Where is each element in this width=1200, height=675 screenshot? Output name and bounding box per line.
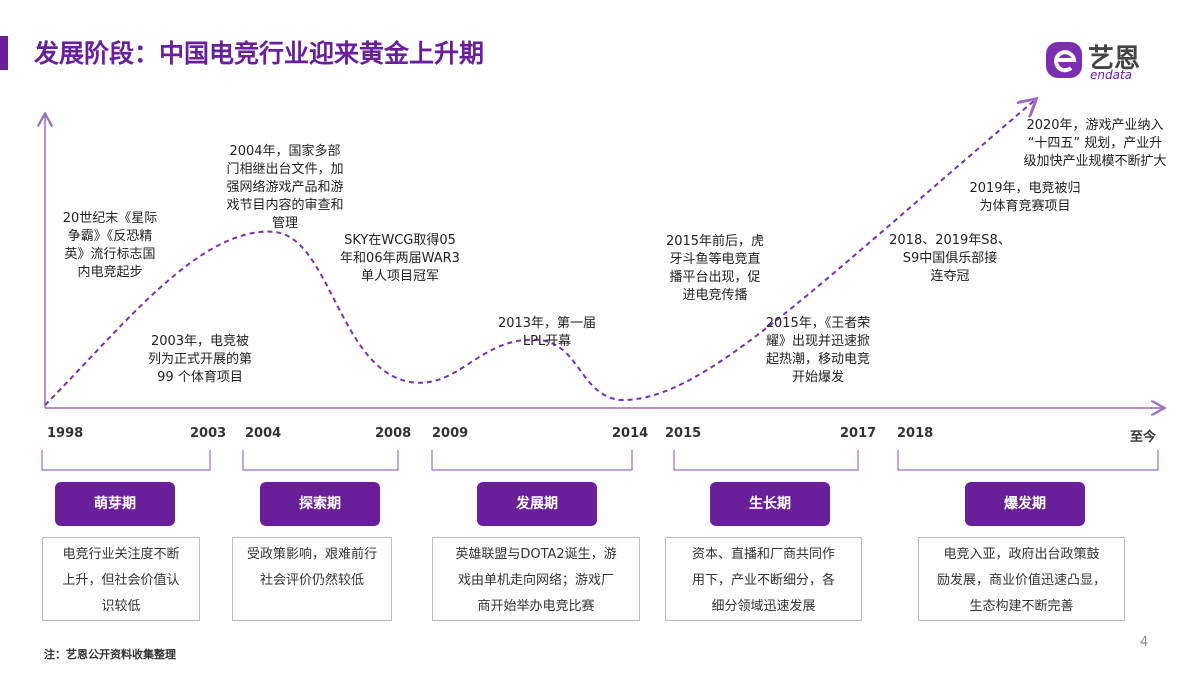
- annotation-line: 99 个体育项目: [157, 370, 243, 385]
- description-line: 戏由单机走向网络；游戏厂: [457, 573, 614, 588]
- year-label: 2015: [665, 426, 702, 441]
- phase-label: 爆发期: [965, 482, 1085, 526]
- annotation-line: 2004年，国家多部: [229, 144, 341, 159]
- annotation-line: 起热潮，移动电竞: [765, 352, 870, 367]
- description-line: 商开始举办电竞比赛: [477, 599, 595, 614]
- annotation-line: 牙斗鱼等电竞直: [669, 252, 761, 267]
- annotation-line: 单人项目冠军: [360, 269, 439, 284]
- footnote: 注：艺恩公开资料收集整理: [44, 648, 176, 661]
- logo-icon: [1046, 42, 1082, 78]
- logo-subtitle: endata: [1090, 68, 1133, 82]
- year-label: 2009: [432, 426, 469, 441]
- annotation-line: 2019年，电竞被归: [969, 181, 1081, 196]
- annotation-line: 2003年，电竞被: [150, 334, 250, 349]
- annotation-line: 2015年，《王者荣: [765, 316, 871, 331]
- annotation: 2013年，第一届 LPL开幕: [447, 315, 647, 351]
- phase-label: 萌芽期: [55, 482, 175, 526]
- annotation-line: 20世纪末《星际: [62, 211, 158, 226]
- annotation-line: 2018、2019年S8、: [889, 233, 1011, 248]
- phase-description: 电竞入亚，政府出台政策鼓 励发展，商业价值迅速凸显， 生态构建不断完善: [918, 537, 1125, 621]
- annotation-line: 2020年，游戏产业纳入: [1026, 118, 1164, 133]
- description-line: 细分领域迅速发展: [711, 599, 816, 614]
- trend-curve: [44, 100, 1035, 406]
- annotation: 2003年，电竞被 列为正式开展的第 99 个体育项目: [100, 333, 300, 387]
- phase-description: 受政策影响，艰难前行 社会评价仍然较低: [232, 537, 392, 621]
- year-label: 2017: [840, 426, 877, 441]
- annotation-line: 2013年，第一届: [497, 316, 597, 331]
- description-line: 资本、直播和厂商共同作: [691, 547, 835, 562]
- description-line: 上升，但社会价值认: [62, 573, 180, 588]
- year-label: 1998: [47, 426, 84, 441]
- description-line: 社会评价仍然较低: [259, 573, 364, 588]
- annotation-line: 内电竞起步: [77, 265, 143, 280]
- annotation-line: 强网络游戏产品和游: [226, 180, 344, 195]
- annotation: 2019年，电竞被归 为体育竞赛项目: [925, 180, 1125, 216]
- annotation: 20世纪末《星际 争霸》《反恐精 英》流行标志国 内电竞起步: [10, 210, 210, 282]
- annotation: 2004年，国家多部 门相继出台文件，加 强网络游戏产品和游 戏节目内容的审查和 管理: [185, 143, 385, 233]
- annotation-line: SKY在WCG取得05: [344, 233, 456, 248]
- annotation-line: 年和06年两届WAR3: [340, 251, 460, 266]
- year-label: 2014: [612, 426, 649, 441]
- annotation-line: 为体育竞赛项目: [979, 199, 1071, 214]
- annotation-line: 播平台出现，促: [669, 270, 761, 285]
- description-line: 识较低: [101, 599, 141, 614]
- annotation-line: 戏节目内容的审查和: [226, 198, 344, 213]
- description-line: 用下，产业不断细分，各: [691, 573, 835, 588]
- phase-description: 电竞行业关注度不断 上升，但社会价值认 识较低: [42, 537, 200, 621]
- year-label: 至今: [1130, 430, 1157, 445]
- annotation-line: “十四五” 规划，产业升: [1027, 136, 1163, 151]
- logo-name: 艺恩: [1088, 44, 1141, 74]
- title: 发展阶段：中国电竞行业迎来黄金上升期: [34, 39, 485, 68]
- phase-label: 探索期: [260, 482, 380, 526]
- title-bar: [0, 36, 8, 70]
- phase-description: 资本、直播和厂商共同作 用下，产业不断细分，各 细分领域迅速发展: [665, 537, 862, 621]
- annotation: SKY在WCG取得05 年和06年两届WAR3 单人项目冠军: [300, 232, 500, 286]
- description-line: 受政策影响，艰难前行: [246, 547, 377, 562]
- description-line: 电竞入亚，政府出台政策鼓: [943, 547, 1100, 562]
- annotation-line: 争霸》《反恐精: [67, 229, 153, 244]
- page-number: 4: [1140, 635, 1149, 650]
- annotation-line: 2015年前后，虎: [665, 234, 765, 249]
- phase-label: 生长期: [710, 482, 830, 526]
- description-line: 生态构建不断完善: [969, 599, 1074, 614]
- brackets: [41, 450, 1159, 471]
- description-line: 励发展，商业价值迅速凸显，: [936, 573, 1106, 588]
- annotation-line: LPL开幕: [522, 334, 572, 349]
- annotation-line: 列为正式开展的第: [147, 352, 252, 367]
- year-label: 2003: [190, 426, 227, 441]
- annotation-line: 英》流行标志国: [64, 247, 156, 262]
- description-line: 英雄联盟与DOTA2诞生，游: [455, 547, 617, 562]
- annotation-line: 开始爆发: [791, 370, 844, 385]
- annotation-line: S9中国俱乐部接: [902, 251, 998, 266]
- annotation-line: 连夺冠: [930, 269, 970, 284]
- annotation-line: 进电竞传播: [682, 288, 748, 303]
- annotation-line: 级加快产业规模不断扩大: [1023, 154, 1167, 169]
- annotation: 2020年，游戏产业纳入 “十四五” 规划，产业升 级加快产业规模不断扩大: [995, 117, 1195, 171]
- description-line: 电竞行业关注度不断: [62, 547, 180, 562]
- phase-label: 发展期: [477, 482, 597, 526]
- annotation: 2018、2019年S8、 S9中国俱乐部接 连夺冠: [850, 232, 1050, 286]
- annotation-line: 门相继出台文件，加: [226, 162, 344, 177]
- phase-description: 英雄联盟与DOTA2诞生，游 戏由单机走向网络；游戏厂 商开始举办电竞比赛: [432, 537, 640, 621]
- annotation: 2015年，《王者荣 耀》出现并迅速掀 起热潮，移动电竞 开始爆发: [718, 315, 918, 387]
- year-label: 2008: [375, 426, 412, 441]
- annotation-line: 管理: [271, 216, 298, 231]
- annotation-line: 耀》出现并迅速掀: [765, 334, 870, 349]
- annotation: 2015年前后，虎 牙斗鱼等电竞直 播平台出现，促 进电竞传播: [615, 233, 815, 305]
- year-label: 2004: [245, 426, 282, 441]
- year-label: 2018: [897, 426, 934, 441]
